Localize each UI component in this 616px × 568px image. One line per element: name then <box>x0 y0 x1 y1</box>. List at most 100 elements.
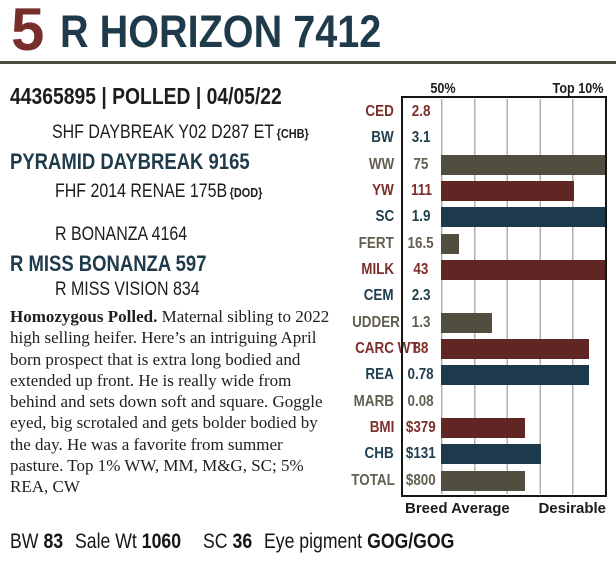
chart-row: FERT 16.5 <box>343 230 611 257</box>
chart-row-value-cell: 111 <box>401 182 441 200</box>
chart-bar-track <box>441 256 605 284</box>
chart-row-label: BMI <box>369 419 394 437</box>
chart-row-value-cell: $131 <box>401 445 441 463</box>
stat-value: 36 <box>232 530 253 553</box>
axis-label-breed-average: Breed Average <box>405 500 510 517</box>
description-lead: Homozygous Polled. <box>10 307 158 326</box>
chart-bar-track <box>441 283 605 310</box>
chart-row-value: $800 <box>406 471 436 489</box>
chart-row: YW 111 <box>343 177 611 205</box>
pedigree-name: PYRAMID DAYBREAK 9165 <box>10 149 250 174</box>
chart-row-value-cell: 0.78 <box>401 366 441 384</box>
chart-row-label: MARB <box>353 392 394 410</box>
chart-row-value: 3.1 <box>411 129 431 147</box>
chart-row-value-cell: 3.1 <box>401 129 441 147</box>
lot-number: 5 <box>11 0 45 63</box>
chart-row: WW 75 <box>343 151 611 178</box>
chart-row-value: 16.5 <box>407 234 435 252</box>
header-divider <box>0 61 616 64</box>
stat-label: SC <box>203 530 228 553</box>
chart-row-value-cell: 2.3 <box>401 287 441 305</box>
chart-bar <box>441 365 589 386</box>
chart-row-value-cell: 1.9 <box>401 208 441 226</box>
chart-row: UDDER 1.3 <box>343 309 611 336</box>
chart-row-label-cell: BMI <box>343 419 401 437</box>
chart-bar-track <box>441 362 605 389</box>
chart-row-label: CARC WT <box>355 340 419 358</box>
chart-bar <box>441 418 525 439</box>
stat-eye-pigment: Eye pigment GOG/GOG <box>264 530 454 554</box>
chart-row: REA 0.78 <box>343 362 611 389</box>
chart-row-value: 111 <box>410 182 432 200</box>
chart-row-value-cell: 43 <box>401 261 441 279</box>
stat-value: GOG/GOG <box>367 530 455 553</box>
chart-row-value: $379 <box>406 419 436 437</box>
chart-row: MARB 0.08 <box>343 388 611 415</box>
chart-row-value-cell: 75 <box>401 156 441 174</box>
pedigree-name: R MISS VISION 834 <box>55 279 200 300</box>
chart-row-label-cell: WW <box>343 156 401 174</box>
chart-row-label-cell: FERT <box>343 235 401 253</box>
animal-name-title: R HORIZON 7412 <box>60 6 382 57</box>
description-body: Maternal sibling to 2022 high selling he… <box>10 307 330 497</box>
chart-bar-track <box>441 204 605 231</box>
pedigree-name: FHF 2014 RENAE 175B <box>55 181 228 202</box>
chart-row-value: 1.9 <box>411 208 431 226</box>
chart-row-label-cell: SC <box>343 208 401 226</box>
chart-row: MILK 43 <box>343 256 611 284</box>
axis-label-desirable: Desirable <box>538 500 606 517</box>
chart-bar <box>441 260 605 281</box>
pedigree-dam: R MISS BONANZA 597 <box>10 251 244 277</box>
chart-bar-track <box>441 441 605 468</box>
chart-row-value: $131 <box>406 445 436 463</box>
chart-row-label: TOTAL <box>351 471 395 489</box>
chart-row-label: WW <box>368 155 394 173</box>
chart-bar-track <box>441 99 605 126</box>
chart-row: BW 3.1 <box>343 125 611 152</box>
stat-value: 1060 <box>141 530 182 553</box>
chart-row-value-cell: 1.3 <box>401 314 441 332</box>
chart-row-label-cell: CHB <box>343 445 401 463</box>
chart-bar <box>441 470 525 491</box>
chart-row: BMI $379 <box>343 414 611 442</box>
stat-value: 83 <box>43 530 64 553</box>
pedigree-paternal-granddam: FHF 2014 RENAE 175B {DOD} <box>55 181 302 203</box>
stat-label: BW <box>10 530 39 553</box>
chart-bar-track <box>441 125 605 152</box>
chart-row-value-cell: $379 <box>401 419 441 437</box>
chart-row-label-cell: CED <box>343 103 401 121</box>
lot-description: Homozygous Polled. Maternal sibling to 2… <box>10 306 340 498</box>
pedigree-name: R MISS BONANZA 597 <box>10 251 207 276</box>
axis-label-50pct: 50% <box>430 80 456 97</box>
chart-row-label: YW <box>372 182 394 200</box>
chart-row-label: UDDER <box>352 313 400 331</box>
chart-row-value-cell: 16.5 <box>401 235 441 253</box>
chart-rows: CED 2.8 BW 3.1 WW 75 YW 111 SC 1.9 FERT … <box>343 96 611 497</box>
chart-row-label-cell: CARC WT <box>343 340 418 358</box>
chart-bar-track <box>441 414 605 442</box>
stat-birth-weight: BW 83 <box>10 530 63 554</box>
stat-label: Eye pigment <box>263 530 363 553</box>
chart-row-label-cell: TOTAL <box>343 472 401 490</box>
chart-row-label: REA <box>365 366 394 384</box>
chart-row-label-cell: MILK <box>343 261 401 279</box>
epd-percentile-chart: 50% Top 10% CED 2.8 BW 3.1 WW 75 YW 111 … <box>343 80 611 525</box>
chart-row-label: SC <box>375 208 394 226</box>
chart-row-label-cell: UDDER <box>343 314 401 332</box>
chart-bar-track <box>441 230 605 257</box>
chart-row-label-cell: REA <box>343 366 401 384</box>
axis-label-top10pct: Top 10% <box>552 80 604 97</box>
chart-row-value: 2.8 <box>411 103 431 121</box>
chart-row: SC 1.9 <box>343 204 611 231</box>
pedigree-paternal-grandsire: SHF DAYBREAK Y02 D287 ET {CHB} <box>52 122 358 144</box>
registration-line: 44365895 | POLLED | 04/05/22 <box>10 83 282 109</box>
chart-bar-track <box>441 388 605 415</box>
chart-row-label-cell: YW <box>343 182 401 200</box>
chart-row-label-cell: MARB <box>343 393 401 411</box>
pedigree-tag: {CHB} <box>276 126 309 141</box>
chart-row-value-cell: 88 <box>401 340 441 358</box>
pedigree-name: SHF DAYBREAK Y02 D287 ET <box>52 122 275 143</box>
chart-bar <box>441 339 589 360</box>
chart-bar-track <box>441 177 605 205</box>
